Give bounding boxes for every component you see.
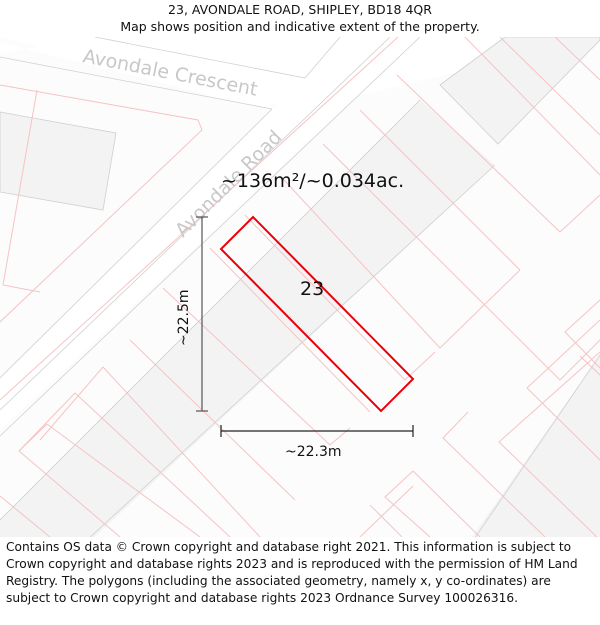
vertical-dimension-label: ~22.5m (176, 289, 192, 346)
parcel-boundaries (0, 37, 600, 537)
property-address: 23, AVONDALE ROAD, SHIPLEY, BD18 4QR (168, 2, 432, 17)
property-boundary[interactable] (219, 215, 415, 413)
terrace-buildings (0, 100, 495, 537)
map-canvas: Avondale Crescent Avondale Road ~136m²/~… (0, 37, 600, 537)
copyright-notice: Contains OS data © Crown copyright and d… (6, 539, 596, 607)
map-header: 23, AVONDALE ROAD, SHIPLEY, BD18 4QR Map… (0, 0, 600, 37)
building (439, 37, 600, 145)
map-subtitle: Map shows position and indicative extent… (120, 19, 480, 34)
copyright-text: Contains OS data © Crown copyright and d… (6, 540, 578, 605)
horizontal-dimension-label: ~22.3m (285, 444, 342, 460)
area-label: ~136m²/~0.034ac. (221, 170, 404, 192)
terrace-buildings (472, 355, 600, 537)
horizontal-dimension: ~22.3m (220, 425, 414, 460)
plot-number: 23 (300, 278, 324, 300)
property-map[interactable]: Avondale Crescent Avondale Road ~136m²/~… (0, 37, 600, 537)
vertical-dimension: ~22.5m (176, 216, 208, 412)
